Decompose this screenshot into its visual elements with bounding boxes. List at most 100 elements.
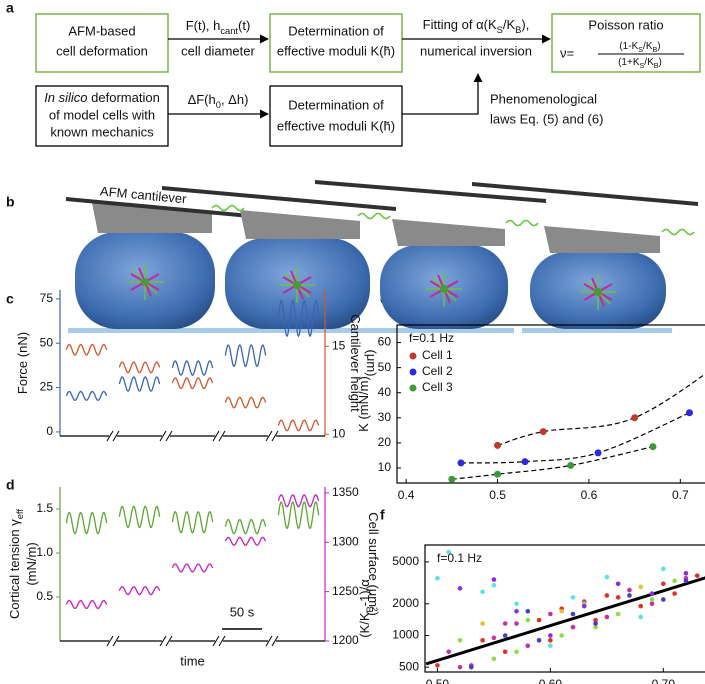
substrate: [522, 328, 672, 333]
point: [627, 593, 632, 598]
y-tick-label: 40: [378, 385, 392, 399]
arrow-label: Phenomenological: [490, 91, 597, 106]
text-part: S: [497, 25, 503, 35]
y-tick-label: 75: [40, 291, 54, 305]
panel-label: d: [6, 477, 15, 493]
axis-break: [112, 635, 120, 647]
axis-label: Cortical tension γeff: [7, 509, 25, 619]
oscillation-segment: [171, 563, 214, 573]
point: [638, 603, 644, 609]
text-part: S: [640, 61, 645, 70]
legend-label: Cell 3: [422, 380, 453, 394]
point: [502, 649, 508, 655]
text-part: S: [638, 45, 643, 54]
point: [448, 475, 456, 483]
axis-label: (mN/m): [24, 542, 39, 585]
point: [672, 578, 677, 584]
text-part: ΔF(h: [188, 92, 216, 107]
axis-label-part: Cell surface (μm²): [366, 512, 381, 616]
axis-break: [112, 430, 120, 442]
axis-label: K (mN/m): [356, 376, 371, 432]
point: [593, 624, 598, 630]
point: [525, 617, 531, 623]
axis-break: [271, 430, 279, 442]
axis-break-gap: [162, 639, 170, 643]
box-text: Poisson ratio: [588, 17, 663, 32]
axis-break: [218, 635, 226, 647]
point: [457, 459, 465, 467]
oscillation-segment: [118, 586, 161, 596]
axis-label-part: eff: [15, 509, 25, 520]
x-tick-label: 0.6: [581, 488, 598, 502]
cantilever: [472, 182, 698, 206]
legend-marker: [409, 352, 417, 360]
oscillation-segment: [171, 360, 214, 376]
point: [683, 570, 689, 576]
point: [593, 617, 598, 623]
axis-break: [159, 635, 167, 647]
point: [649, 443, 657, 451]
y2-tick-label: 1200: [332, 633, 359, 647]
point: [480, 589, 485, 595]
oscillation-segment: [224, 518, 267, 535]
box-text: effective moduli K(h̃): [277, 118, 395, 133]
point: [581, 603, 587, 609]
box-text: AFM-based: [68, 23, 135, 38]
panel-label: c: [6, 291, 14, 307]
cell-illustration: AFM cantilever: [66, 180, 698, 333]
axis-break: [165, 430, 173, 442]
oscillation-segment: [118, 361, 161, 374]
cantilever-tip: [392, 219, 505, 246]
box-text: of model cells with: [49, 107, 155, 122]
point: [615, 581, 621, 587]
point: [649, 597, 655, 602]
point: [548, 611, 553, 617]
point: [525, 643, 531, 648]
text-part: , Δh): [221, 92, 248, 107]
axis-label-part: Force (nN): [15, 332, 30, 394]
panel-label: f: [380, 507, 385, 523]
box: [35, 85, 169, 147]
text-part: Fitting of α(K: [423, 17, 497, 32]
axis-break-gap: [268, 639, 276, 643]
text-part: B: [654, 61, 659, 70]
point: [649, 601, 655, 607]
arrow: [402, 73, 483, 115]
y-tick-label: 1.5: [36, 501, 53, 515]
text-part: 0: [216, 100, 221, 110]
axis-label-part: -1)/α: [357, 579, 372, 607]
point: [491, 635, 497, 641]
arrow-label: F(t), hcant(t): [186, 18, 251, 36]
axis-label: (μm): [364, 350, 379, 377]
point: [567, 461, 575, 469]
point: [615, 611, 621, 617]
point: [514, 601, 519, 607]
box-text: effective moduli K(h̃): [277, 43, 395, 58]
point: [570, 595, 576, 600]
point: [548, 638, 553, 643]
point: [604, 614, 610, 620]
legend-marker: [409, 368, 417, 376]
box-text: Determination of: [288, 97, 384, 112]
point: [672, 591, 677, 596]
axis-break: [218, 430, 226, 442]
axis-break-gap: [109, 639, 117, 643]
formula: ν=: [560, 45, 574, 60]
substrate: [68, 328, 223, 333]
point: [594, 449, 602, 457]
axis-break: [271, 635, 279, 647]
point: [502, 633, 508, 638]
y-tick-label: 500: [399, 659, 419, 673]
oscillation: [661, 228, 695, 236]
point: [615, 595, 621, 600]
box: [269, 13, 403, 73]
box-text: cell deformation: [56, 43, 148, 58]
legend-label: Cell 2: [422, 364, 453, 378]
point: [446, 649, 452, 655]
axis-break: [212, 635, 220, 647]
point: [491, 656, 497, 662]
point: [539, 428, 547, 436]
y-tick-label: 1.0: [36, 545, 53, 559]
oscillation-segment: [224, 536, 267, 546]
text-part: B: [515, 25, 521, 35]
